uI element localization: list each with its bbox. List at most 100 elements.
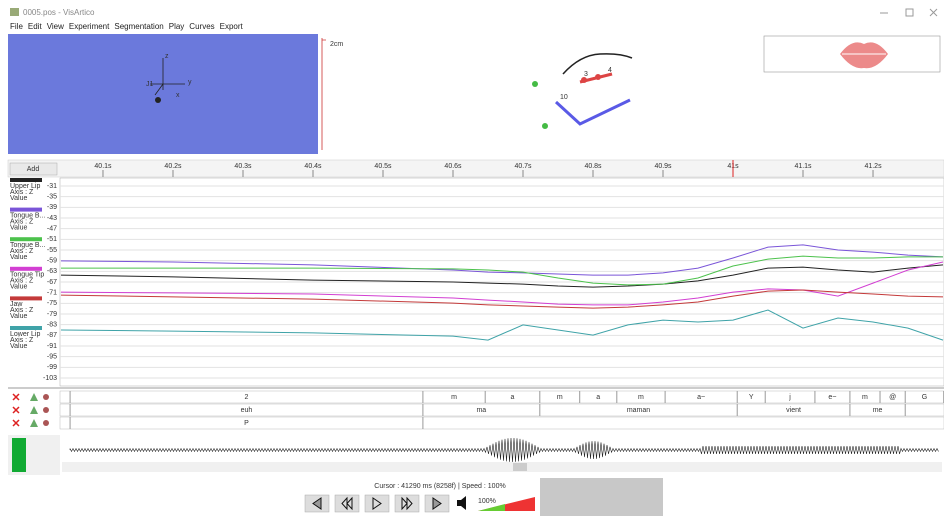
- volume-label: 100%: [478, 498, 496, 505]
- tier-label[interactable]: m: [557, 394, 563, 401]
- legend-detail: Value: [10, 343, 27, 350]
- tier-label[interactable]: G: [922, 394, 927, 401]
- tongue-segment: [554, 98, 631, 126]
- tier-label[interactable]: @: [889, 394, 896, 401]
- transport-icon[interactable]: [372, 497, 382, 510]
- legend-detail: Axis : Z: [10, 337, 34, 344]
- legend-swatch: [10, 326, 42, 330]
- status-text: Cursor : 41290 ms (8258f) | Speed : 100%: [374, 483, 505, 490]
- tier-row: [59, 416, 944, 430]
- tier-label[interactable]: euh: [241, 407, 253, 414]
- axes-3d: [150, 58, 185, 96]
- lip-sensor: [595, 74, 601, 80]
- y-tick-label: -43: [47, 215, 57, 222]
- transport-button[interactable]: [364, 494, 390, 513]
- curve: [60, 264, 944, 288]
- legend-name: Tongue Tip: [10, 272, 44, 279]
- tier-label[interactable]: vient: [786, 407, 801, 414]
- tier-icon[interactable]: [30, 393, 38, 401]
- y-tick-label: -87: [47, 332, 57, 339]
- y-tick-label: -95: [47, 354, 57, 361]
- speaker-icon[interactable]: [457, 496, 466, 510]
- x-tick-label: 40.6s: [444, 163, 462, 170]
- legend-name: Jaw: [10, 301, 23, 308]
- y-tick-label: -51: [47, 236, 57, 243]
- y-tick-label: -63: [47, 268, 57, 275]
- green-sensor: [542, 123, 548, 129]
- volume-low: [478, 504, 505, 511]
- green-sensor: [532, 81, 538, 87]
- legend-detail: Value: [10, 224, 27, 231]
- menu-item[interactable]: View: [47, 22, 64, 31]
- close[interactable]: [929, 8, 938, 17]
- app-icon: [10, 8, 19, 16]
- transport-icon[interactable]: [341, 496, 353, 511]
- x-tick-label: 40.5s: [374, 163, 392, 170]
- axis-3d-label: z: [165, 53, 169, 60]
- transport-icon[interactable]: [312, 497, 322, 510]
- add-label[interactable]: Add: [27, 166, 40, 173]
- tier-label[interactable]: P: [244, 420, 249, 427]
- tier-label[interactable]: a: [596, 394, 600, 401]
- tier-row: [59, 390, 944, 404]
- menu-item[interactable]: Export: [220, 22, 244, 31]
- menu-item[interactable]: File: [10, 22, 23, 31]
- tier-icon[interactable]: [30, 406, 38, 414]
- tier-label[interactable]: ma: [476, 407, 486, 414]
- legend-detail: Axis : Z: [10, 218, 34, 225]
- legend-name: Upper Lip: [10, 183, 40, 190]
- menu-item[interactable]: Curves: [189, 22, 214, 31]
- transport-icon[interactable]: [401, 496, 413, 511]
- curve: [61, 255, 943, 286]
- window-title: 0005.pos - VisArtico: [23, 8, 95, 17]
- tier-delete[interactable]: [12, 406, 20, 414]
- sensor-3d: [155, 97, 161, 103]
- y-tick-label: -67: [47, 279, 57, 286]
- menu-item[interactable]: Edit: [28, 22, 43, 31]
- scroll-thumb[interactable]: [513, 463, 527, 471]
- y-tick-label: -35: [47, 194, 57, 201]
- add-button[interactable]: [9, 162, 58, 176]
- tier-label[interactable]: a: [511, 394, 515, 401]
- legend-swatch: [10, 178, 42, 182]
- tier-lock[interactable]: [43, 394, 49, 400]
- legend-detail: Axis : Z: [10, 189, 34, 196]
- menu-item[interactable]: Play: [169, 22, 185, 31]
- tier-icon[interactable]: [30, 419, 38, 427]
- tier-label[interactable]: m: [451, 394, 457, 401]
- tier-delete[interactable]: [12, 419, 20, 427]
- x-tick-label: 40.7s: [514, 163, 532, 170]
- tier-lock[interactable]: [43, 420, 49, 426]
- transport-icon[interactable]: [432, 497, 442, 510]
- scale-label: 2cm: [330, 41, 343, 48]
- tier-label[interactable]: e~: [828, 394, 836, 401]
- maximize[interactable]: [905, 8, 914, 17]
- tier-label[interactable]: 2: [245, 394, 249, 401]
- menu-item[interactable]: Segmentation: [114, 22, 163, 31]
- tier-delete[interactable]: [12, 393, 20, 401]
- curve: [60, 289, 944, 309]
- tier-label[interactable]: j: [788, 394, 791, 401]
- tier-row: [59, 403, 944, 417]
- y-tick-label: -55: [47, 247, 57, 254]
- menu-item[interactable]: Experiment: [69, 22, 110, 31]
- y-tick-label: -59: [47, 258, 57, 265]
- tier-label[interactable]: m: [638, 394, 644, 401]
- tier-label[interactable]: m: [862, 394, 868, 401]
- legend-detail: Value: [10, 284, 27, 291]
- sensor-label: 10: [560, 94, 568, 101]
- y-tick-label: -99: [47, 364, 57, 371]
- legend-name: Tongue B...: [10, 242, 45, 249]
- tier-label[interactable]: me: [873, 407, 883, 414]
- sensor-label: 3: [584, 71, 588, 78]
- tier-lock[interactable]: [43, 407, 49, 413]
- scrollbar[interactable]: [62, 462, 942, 472]
- y-tick-label: -47: [47, 226, 57, 233]
- legend-swatch: [10, 237, 42, 242]
- tier-label[interactable]: maman: [627, 407, 650, 414]
- y-tick-label: -91: [47, 343, 57, 350]
- tier-label[interactable]: a~: [697, 394, 705, 401]
- view-2d: [318, 34, 760, 154]
- legend-name: Tongue B...: [10, 212, 45, 219]
- tier-label[interactable]: Y: [749, 394, 754, 401]
